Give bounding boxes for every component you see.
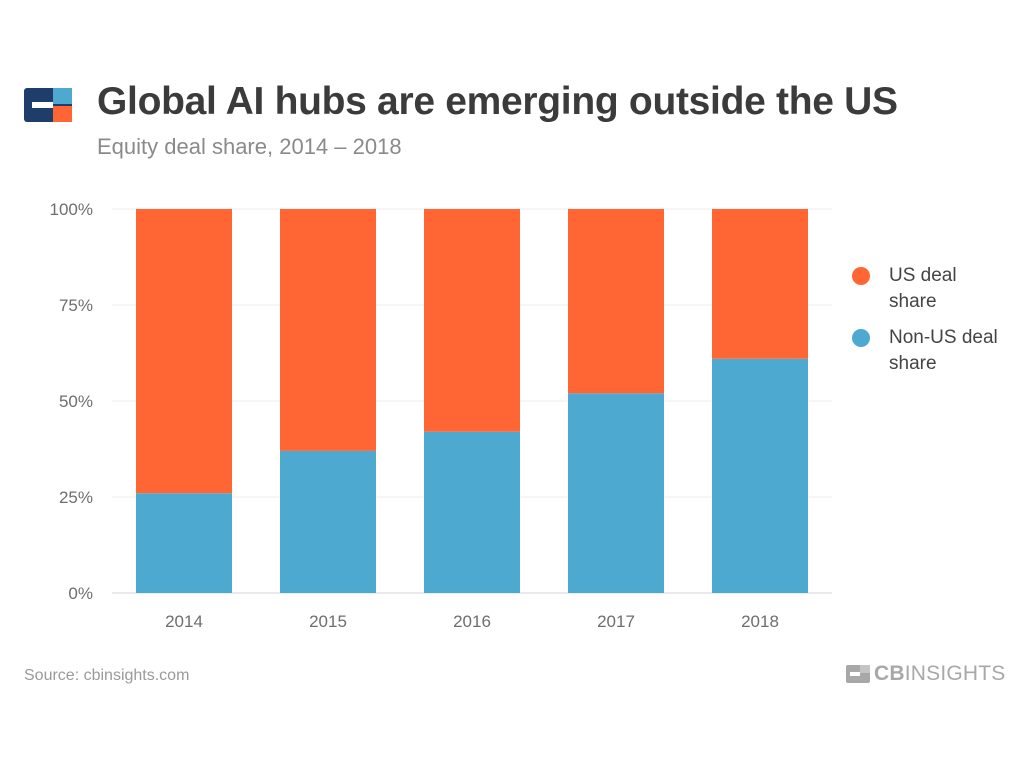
bar-non-us-segment: [280, 450, 376, 593]
bar-us-segment: [136, 209, 232, 494]
y-tick-label: 50%: [59, 392, 93, 411]
brand-text-light: INSIGHTS: [904, 662, 1006, 685]
brand-logo: CBINSIGHTS: [846, 662, 1006, 686]
legend-dot-non-us: [852, 329, 870, 347]
page-subtitle: Equity deal share, 2014 – 2018: [97, 134, 402, 159]
cb-brand-mark-icon: [846, 665, 870, 683]
bar-us-segment: [280, 209, 376, 451]
x-tick-label: 2015: [309, 612, 347, 631]
y-tick-label: 75%: [59, 296, 93, 315]
brand-text-bold: CB: [874, 662, 905, 685]
legend-label-non-us: Non-US deal share: [889, 327, 998, 374]
x-tick-label: 2017: [597, 612, 635, 631]
y-tick-label: 25%: [59, 488, 93, 507]
bar-non-us-segment: [424, 431, 520, 593]
legend-item-non-us: Non-US deal share: [852, 325, 1009, 377]
logo-blue-block: [53, 88, 72, 104]
chart-legend: US deal share Non-US deal share: [852, 263, 1009, 387]
cb-logo-icon: [24, 88, 72, 122]
bar-non-us-segment: [712, 358, 808, 593]
x-tick-label: 2014: [165, 612, 203, 631]
y-tick-label: 100%: [50, 200, 93, 219]
logo-white-bar: [32, 102, 53, 108]
legend-dot-us: [852, 267, 870, 285]
bar-non-us-segment: [136, 493, 232, 593]
page-title: Global AI hubs are emerging outside the …: [97, 80, 898, 123]
source-note: Source: cbinsights.com: [24, 667, 190, 684]
bar-us-segment: [568, 209, 664, 394]
x-tick-label: 2016: [453, 612, 491, 631]
bar-us-segment: [712, 209, 808, 359]
x-tick-label: 2018: [741, 612, 779, 631]
bar-non-us-segment: [568, 393, 664, 593]
logo-orange-block: [53, 106, 72, 122]
legend-item-us: US deal share: [852, 263, 1009, 315]
y-tick-label: 0%: [68, 584, 93, 603]
legend-label-us: US deal share: [889, 265, 957, 312]
brand-text: CBINSIGHTS: [874, 662, 1006, 686]
bar-us-segment: [424, 209, 520, 432]
